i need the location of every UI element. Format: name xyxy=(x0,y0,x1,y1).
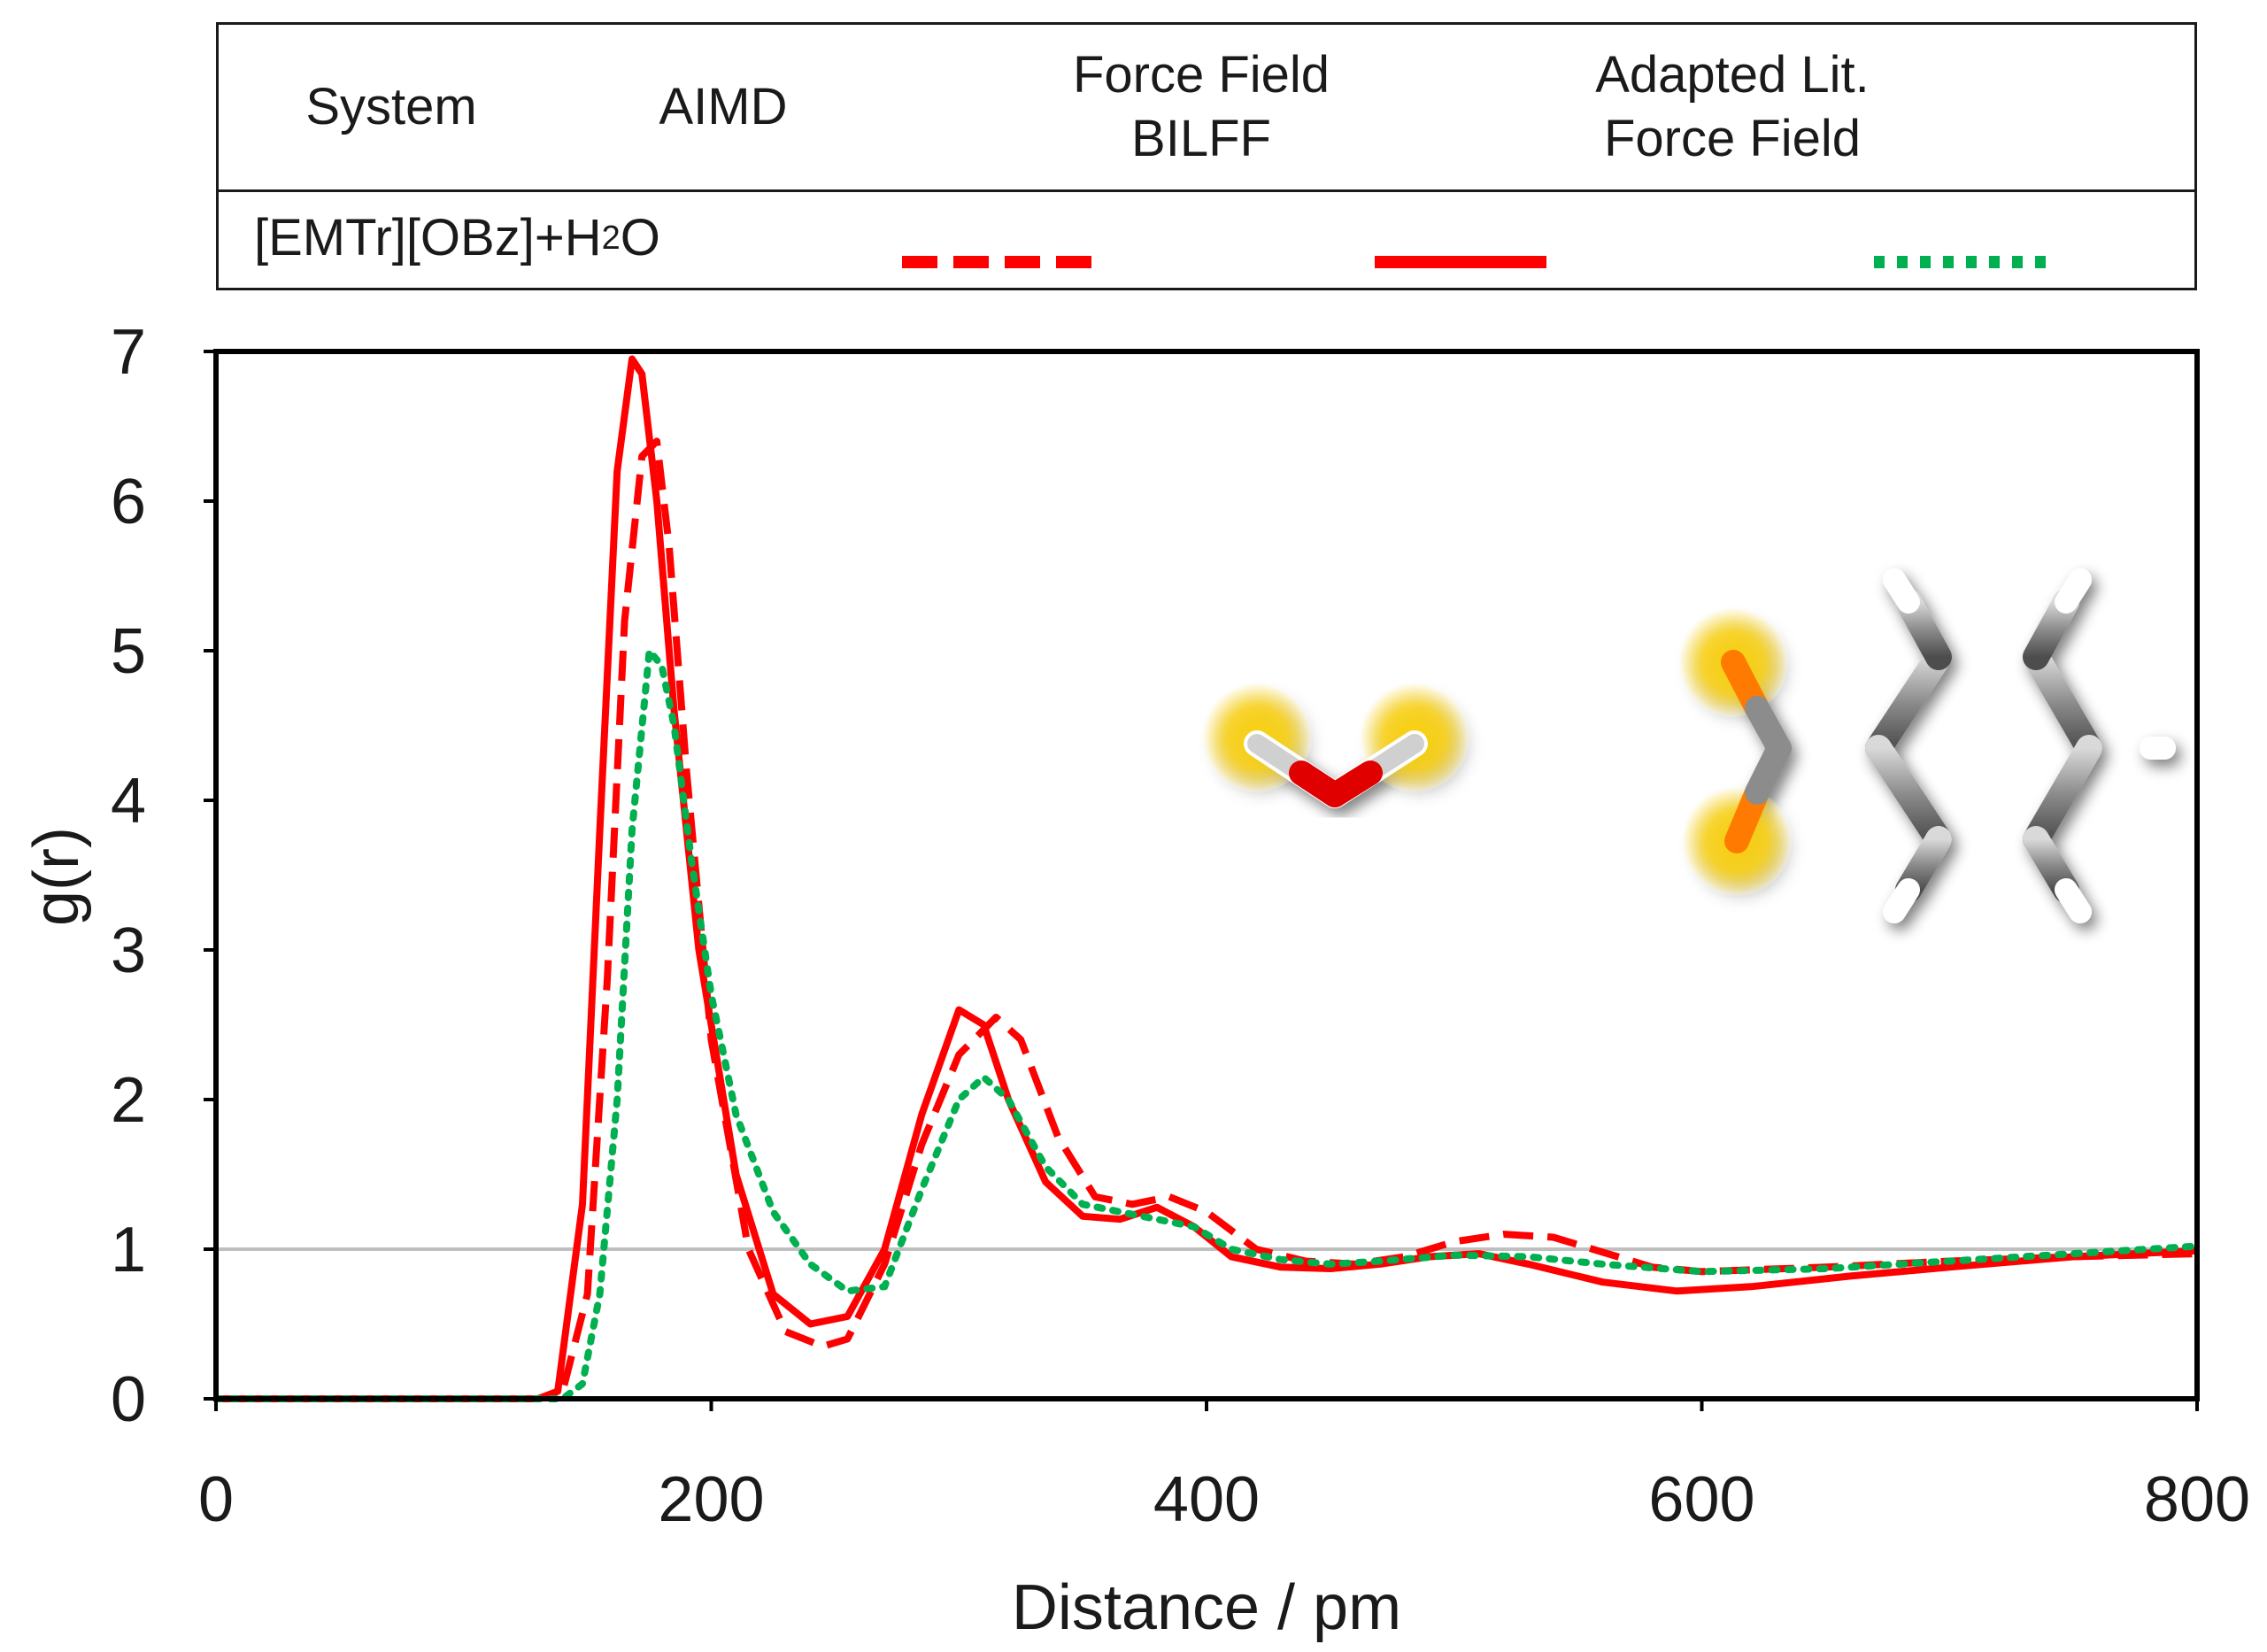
legend-header-lit: Adapted Lit. Force Field xyxy=(1595,45,1870,168)
benzoate-molecule-image xyxy=(1678,568,2176,923)
system-name-suffix: O xyxy=(620,209,660,267)
legend-header-bilff: Force Field BILFF xyxy=(1072,45,1330,168)
x-tick-label: 800 xyxy=(2144,1464,2250,1535)
legend-header-aimd: AIMD xyxy=(659,77,788,135)
y-tick-label: 5 xyxy=(111,616,146,687)
y-tick-label: 4 xyxy=(111,766,146,837)
x-tick-label: 400 xyxy=(1153,1464,1260,1535)
ticks-layer: 0 200 400 600 800 0 1 2 3 4 5 6 7 xyxy=(111,317,2250,1535)
series-line-aimd xyxy=(216,437,2198,1402)
y-axis-label: g(r) xyxy=(21,827,92,926)
water-molecule-image xyxy=(1202,683,1469,808)
legend-swatches xyxy=(902,256,2047,268)
y-tick-label: 0 xyxy=(111,1364,146,1435)
legend-table: System AIMD Force Field BILFF Adapted Li… xyxy=(216,22,2197,290)
y-tick-label: 7 xyxy=(111,317,146,388)
series-line-lit xyxy=(212,647,2201,1402)
system-name-main: [EMTr][OBz]+H xyxy=(254,209,602,267)
legend-header-system: System xyxy=(305,77,477,135)
y-tick-label: 3 xyxy=(111,915,146,986)
plot-frame xyxy=(213,349,2200,1401)
x-tick-label: 0 xyxy=(198,1464,234,1535)
y-tick-label: 6 xyxy=(111,467,146,537)
x-tick-label: 600 xyxy=(1648,1464,1754,1535)
series-layer xyxy=(212,355,2201,1402)
legend-header-row xyxy=(219,25,2194,192)
y-tick-label: 1 xyxy=(111,1215,146,1285)
x-axis-label: Distance / pm xyxy=(1012,1572,1401,1643)
y-tick-label: 2 xyxy=(111,1065,146,1136)
legend-system-label: [EMTr][OBz]+H 2 O xyxy=(254,189,697,288)
system-name-subscript: 2 xyxy=(601,219,621,257)
x-tick-label: 200 xyxy=(658,1464,764,1535)
